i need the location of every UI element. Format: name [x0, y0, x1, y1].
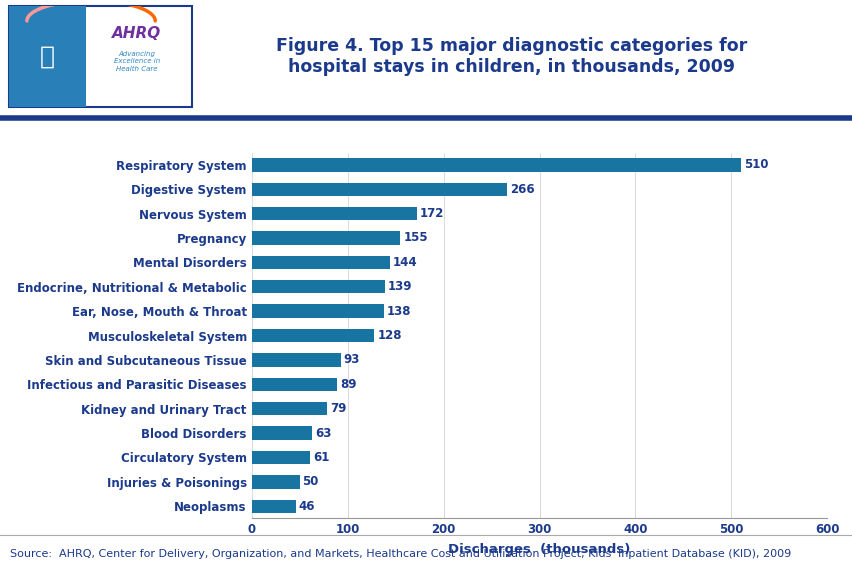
Bar — [251, 232, 400, 245]
Text: 🦅: 🦅 — [39, 44, 55, 68]
Bar — [9, 6, 85, 107]
Text: AHRQ: AHRQ — [112, 26, 161, 41]
Text: 266: 266 — [509, 183, 533, 196]
Text: 89: 89 — [339, 378, 356, 391]
Bar — [251, 353, 341, 366]
Bar — [251, 426, 312, 439]
Text: 128: 128 — [377, 329, 401, 342]
Text: 172: 172 — [419, 207, 443, 220]
Text: Source:  AHRQ, Center for Delivery, Organization, and Markets, Healthcare Cost a: Source: AHRQ, Center for Delivery, Organ… — [10, 549, 791, 559]
Text: 79: 79 — [330, 402, 346, 415]
Bar — [251, 402, 327, 415]
Text: 510: 510 — [743, 158, 768, 171]
Text: 144: 144 — [392, 256, 417, 269]
Bar — [251, 499, 296, 513]
Text: 93: 93 — [343, 354, 360, 366]
Bar — [251, 378, 337, 391]
Bar — [251, 451, 310, 464]
Bar — [251, 475, 299, 488]
Bar — [251, 329, 374, 342]
Text: 61: 61 — [313, 451, 329, 464]
Bar — [251, 183, 506, 196]
X-axis label: Discharges  (thousands): Discharges (thousands) — [448, 543, 630, 556]
Text: 139: 139 — [388, 281, 412, 293]
Text: 46: 46 — [298, 500, 314, 513]
Bar — [251, 158, 740, 172]
Text: 63: 63 — [314, 427, 331, 439]
Bar — [251, 207, 416, 220]
Bar — [251, 280, 384, 293]
Text: 50: 50 — [302, 475, 319, 488]
Text: 155: 155 — [403, 232, 428, 244]
Text: Figure 4. Top 15 major diagnostic categories for
hospital stays in children, in : Figure 4. Top 15 major diagnostic catego… — [276, 37, 746, 76]
Bar — [251, 305, 383, 318]
Text: 138: 138 — [387, 305, 411, 317]
Text: Advancing
Excellence in
Health Care: Advancing Excellence in Health Care — [113, 51, 160, 71]
Bar — [251, 256, 389, 269]
